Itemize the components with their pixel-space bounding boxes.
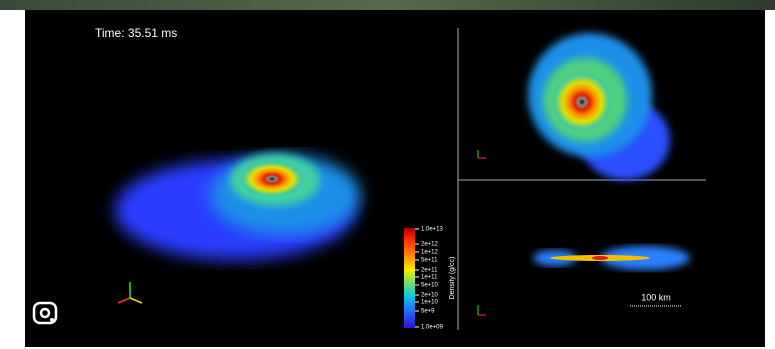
colorbar-tick-label: 2e+10 [421,293,439,299]
colorbar [404,228,415,328]
time-label: Time: 35.51 ms [95,26,177,40]
scale-bar-label: 100 km [641,292,671,302]
colorbar-tick-label: 2e+12 [421,242,439,248]
colorbar-tick-label: 1e+11 [421,275,438,281]
colorbar-tick-label: 1e+10 [421,300,439,306]
colorbar-tick-label: 1.0e+13 [421,227,444,233]
colorbar-tick-label: 5e+10 [421,283,439,289]
colorbar-tick-label: 2e+11 [421,268,438,274]
colorbar-tick-label: 1.0e+09 [421,325,444,331]
colorbar-tick-label: 1e+12 [421,250,439,256]
screenshot: Time: 35.51 ms 100 km 1.0e+13 2e+12 1e+12 5… [0,0,775,349]
colorbar-tick-label: 5e+11 [421,258,438,264]
page: {"time_label": "Time: 35.51 ms", "colorb… [0,0,775,349]
top-strip [0,0,775,10]
colorbar-title: Density (g/cc) [449,257,456,300]
colorbar-tick-label: 5e+9 [421,309,435,315]
